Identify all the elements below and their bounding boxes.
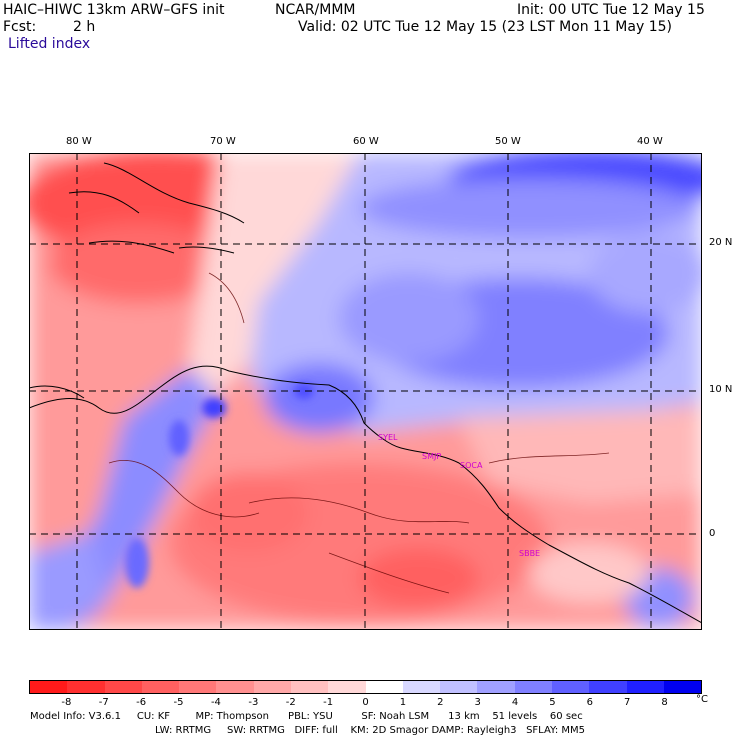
fcst-label: Fcst:: [3, 19, 37, 35]
colorbar-tick-label: 3: [474, 697, 481, 708]
colorbar-tick-label: -2: [285, 697, 296, 708]
lon-label-40w: 40 W: [637, 136, 663, 147]
lat-label-10n: 10 N: [709, 384, 733, 395]
lat-label-20n: 20 N: [709, 237, 733, 248]
colorbar-tick-label: -7: [98, 697, 109, 708]
colorbar-tick-label: -6: [136, 697, 147, 708]
colorbar-tick-label: 1: [399, 697, 407, 708]
colorbar-swatch: [67, 681, 105, 693]
colorbar-tick-label: 2: [437, 697, 444, 708]
colorbar-swatch: [477, 681, 515, 693]
colorbar-tick-label: -1: [323, 697, 334, 708]
field-name: Lifted index: [8, 36, 91, 52]
model-info-line2: LW: RRTMG SW: RRTMG DIFF: full KM: 2D Sm…: [155, 725, 585, 736]
org-label: NCAR/MMM: [275, 2, 356, 18]
colorbar-swatch: [440, 681, 478, 693]
colorbar-tick-label: 8: [661, 697, 668, 708]
colorbar-swatch: [365, 681, 403, 693]
colorbar-swatch: [589, 681, 627, 693]
colorbar-swatch: [663, 681, 702, 693]
colorbar-swatch: [179, 681, 217, 693]
colorbar-tick-label: 5: [549, 697, 556, 708]
colorbar-swatch: [514, 681, 552, 693]
colorbar-tick-label: -5: [173, 697, 184, 708]
lon-label-50w: 50 W: [495, 136, 521, 147]
station-syel: SYEL: [378, 433, 398, 442]
model-title: HAIC–HIWC 13km ARW–GFS init: [3, 2, 225, 18]
colorbar-tick-label: -4: [210, 697, 221, 708]
colorbar-swatch: [30, 681, 68, 693]
lon-label-60w: 60 W: [353, 136, 379, 147]
colorbar-swatch: [328, 681, 366, 693]
colorbar-unit: °C: [696, 694, 708, 705]
colorbar-tick-label: 7: [624, 697, 631, 708]
lifted-index-map: [29, 153, 702, 630]
lat-label-0: 0: [709, 528, 716, 539]
colorbar-swatch: [216, 681, 254, 693]
station-smjp: SMJP: [422, 452, 442, 461]
colorbar: [29, 680, 702, 694]
colorbar-swatch: [402, 681, 441, 693]
station-soca: SOCA: [460, 461, 483, 470]
colorbar-swatch: [104, 681, 142, 693]
model-info-line1: Model Info: V3.6.1 CU: KF MP: Thompson P…: [30, 711, 583, 722]
init-time: Init: 00 UTC Tue 12 May 15: [517, 2, 705, 18]
valid-time: Valid: 02 UTC Tue 12 May 15 (23 LST Mon …: [298, 19, 672, 35]
colorbar-tick-label: 0: [362, 697, 369, 708]
lon-label-70w: 70 W: [210, 136, 236, 147]
colorbar-swatch: [551, 681, 590, 693]
station-sbbe: SBBE: [519, 549, 541, 558]
lon-label-80w: 80 W: [66, 136, 92, 147]
colorbar-tick-label: 6: [586, 697, 594, 708]
colorbar-swatch: [253, 681, 291, 693]
fcst-value: 2 h: [73, 19, 96, 35]
colorbar-swatch: [290, 681, 329, 693]
colorbar-tick-label: 4: [511, 697, 519, 708]
colorbar-tick-label: -8: [61, 697, 72, 708]
colorbar-swatch: [141, 681, 180, 693]
colorbar-swatch: [626, 681, 664, 693]
colorbar-tick-label: -3: [248, 697, 259, 708]
